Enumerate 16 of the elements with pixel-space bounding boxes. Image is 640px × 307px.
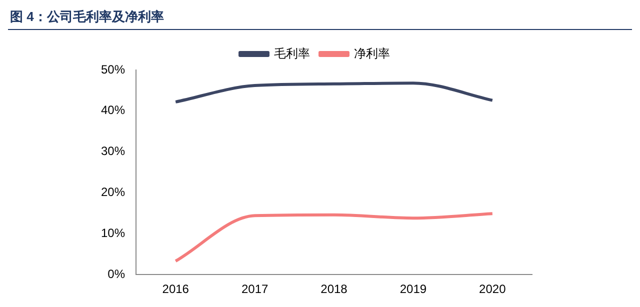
x-tick-label: 2018	[320, 282, 348, 296]
x-tick-label: 2016	[162, 282, 190, 296]
x-tick-label: 2020	[479, 282, 506, 296]
line-series	[174, 82, 494, 104]
y-tick-label: 10%	[100, 226, 126, 240]
y-tick-label: 50%	[100, 62, 126, 76]
legend-label: 毛利率	[274, 46, 310, 60]
x-tick-label: 2017	[241, 282, 268, 296]
line-series	[174, 212, 494, 263]
chart-title: 图 4：公司毛利率及净利率	[8, 8, 632, 30]
y-tick-label: 20%	[100, 185, 126, 200]
y-tick-label: 40%	[100, 103, 126, 118]
y-tick-label: 0%	[108, 266, 126, 281]
legend-label: 净利率	[354, 46, 390, 60]
x-tick-label: 2019	[400, 282, 427, 296]
y-tick-label: 30%	[100, 144, 126, 158]
